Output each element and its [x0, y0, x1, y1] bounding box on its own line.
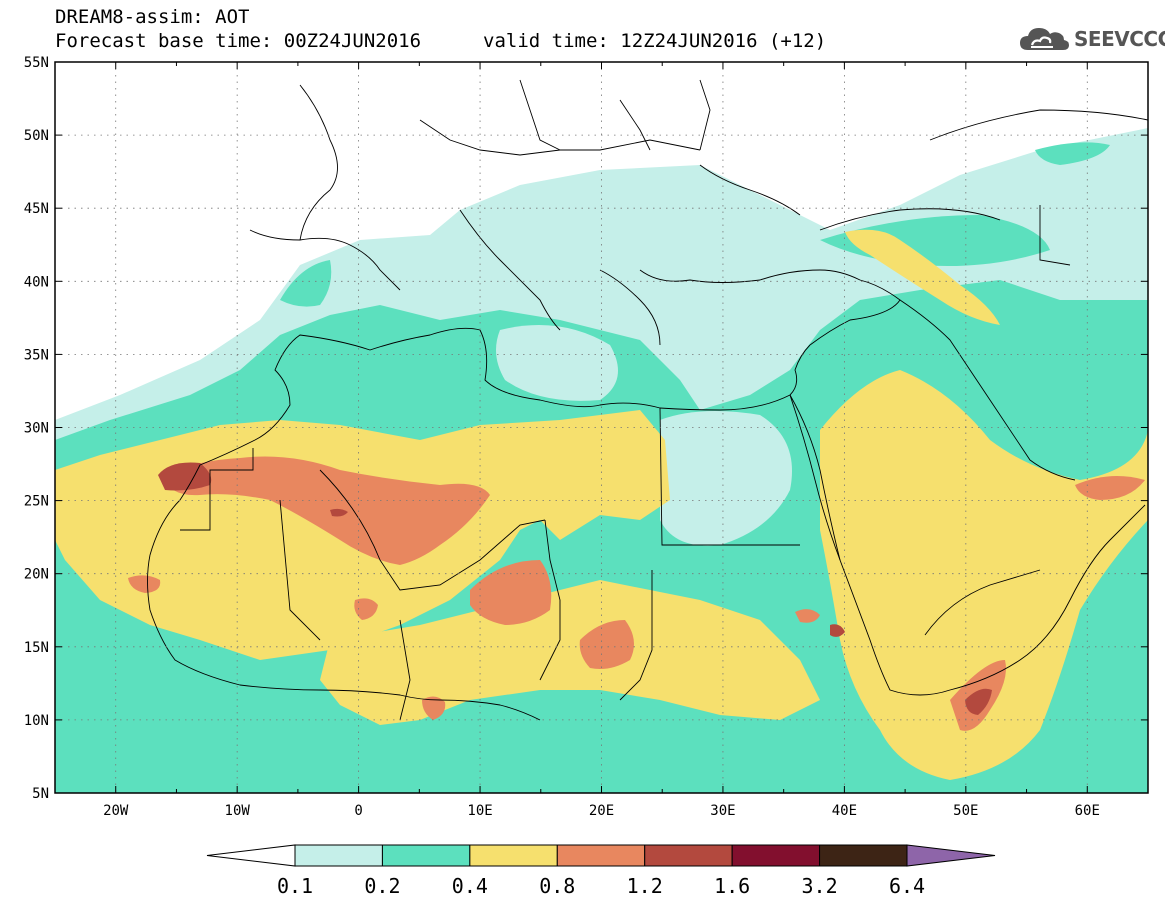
lon-label: 0: [354, 803, 362, 819]
lat-label: 5N: [32, 786, 49, 802]
colorbar-swatch: [469, 844, 558, 867]
aot-band-0.8-nigeria: [422, 696, 446, 720]
aot-band-1.2-yemen: [965, 688, 992, 715]
lon-label: 40E: [832, 803, 857, 819]
forecast-base-time: Forecast base time: 00Z24JUN2016: [55, 30, 422, 52]
colorbar-label: 6.4: [889, 874, 925, 898]
aot-band-0.8-oman: [1075, 476, 1145, 500]
lon-label: 60E: [1075, 803, 1100, 819]
colorbar-label: 0.4: [452, 874, 488, 898]
aot-band-0.4-sahel: [320, 580, 820, 725]
colorbar: 0.1 0.2 0.4 0.8 1.2 1.6 3.2 6.4: [206, 844, 996, 898]
aot-band-0.8-mali: [354, 598, 378, 620]
lon-axis: 20W 10W 0 10E 20E 30E 40E 50E 60E: [54, 62, 1149, 819]
dotted-gridlines: [55, 62, 1148, 793]
lon-label: 30E: [710, 803, 735, 819]
lat-label: 45N: [24, 201, 49, 217]
lat-label: 50N: [24, 128, 49, 144]
aot-band-0.2-iberia: [280, 260, 332, 307]
lat-label: 20N: [24, 567, 49, 583]
lon-label: 20E: [589, 803, 614, 819]
lat-label: 55N: [24, 55, 49, 71]
seevccc-logo: SEEVCCC: [1018, 24, 1165, 54]
colorbar-label: 0.8: [539, 874, 575, 898]
colorbar-swatch: [644, 844, 733, 867]
lat-label: 25N: [24, 494, 49, 510]
colorbar-label: 3.2: [802, 874, 838, 898]
colorbar-swatch: [556, 844, 646, 867]
colorbar-swatch: [294, 844, 383, 867]
colorbar-label: 0.2: [364, 874, 400, 898]
lat-label: 15N: [24, 640, 49, 656]
lat-axis: 5N 10N 15N 20N 25N 30N 35N 40N 45N 50N 55N: [24, 55, 1148, 802]
cloud-icon: [1020, 28, 1069, 50]
colorbar-swatch: [381, 844, 471, 867]
lon-label: 10E: [467, 803, 492, 819]
colorbar-min-arrow: [206, 844, 296, 867]
colorbar-swatch: [819, 844, 908, 867]
lat-label: 35N: [24, 347, 49, 363]
aot-band-1.2-mali: [330, 508, 348, 517]
lat-label: 10N: [24, 713, 49, 729]
aot-band-0.1-egypt: [660, 411, 792, 546]
aot-band-1.2-eritrea: [830, 624, 845, 637]
aot-band-0.4-caucasus: [845, 229, 1000, 325]
aot-field: [55, 62, 1148, 793]
aot-band-0.8: [160, 456, 490, 565]
colorbar-max-arrow: [906, 844, 996, 867]
lon-label: 50E: [953, 803, 978, 819]
aot-band-0.8-mauritania: [128, 575, 161, 593]
colorbar-label: 1.2: [627, 874, 663, 898]
lat-label: 30N: [24, 421, 49, 437]
colorbar-swatch: [731, 844, 821, 867]
aot-band-0.4-arabia: [820, 370, 1148, 780]
lon-label: 20W: [103, 803, 129, 819]
aot-band-0.8-eritrea: [795, 609, 820, 623]
aot-band-0.8-chad: [470, 560, 552, 625]
colorbar-label: 0.1: [277, 874, 313, 898]
logo-text: SEEVCCC: [1074, 27, 1165, 51]
lat-label: 40N: [24, 274, 49, 290]
valid-time: valid time: 12Z24JUN2016 (+12): [483, 30, 827, 52]
coastlines-and-borders: [147, 79, 1148, 721]
product-title: DREAM8-assim: AOT: [55, 6, 250, 28]
aot-band-0.1-med: [496, 325, 618, 401]
aot-band-0.8-sudan: [579, 620, 634, 669]
colorbar-label: 1.6: [714, 874, 750, 898]
lon-label: 10W: [225, 803, 251, 819]
aot-band-0.2-east: [1035, 142, 1110, 165]
